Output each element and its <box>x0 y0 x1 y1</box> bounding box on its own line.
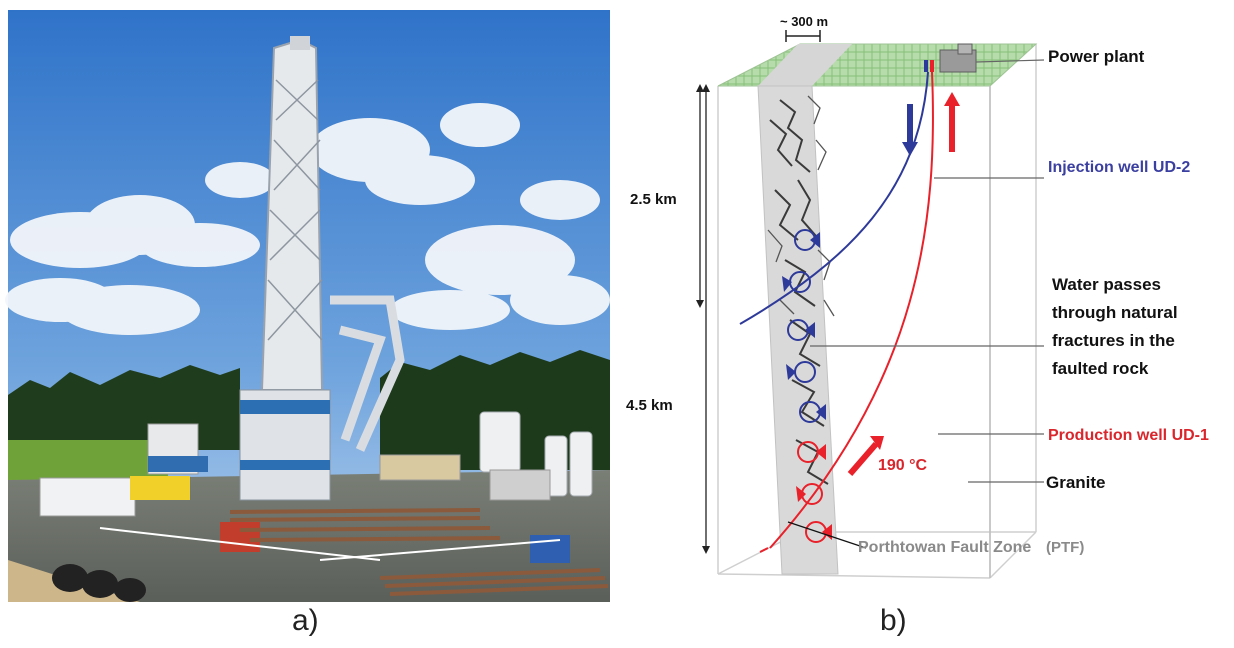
leader-lines <box>787 59 1045 549</box>
ground <box>8 470 610 602</box>
production-arrow <box>944 92 960 152</box>
site-containers <box>39 423 570 563</box>
power-plant-icon <box>924 43 977 73</box>
power-plant-label: Power plant <box>1048 47 1145 66</box>
blue-flow-arrowheads <box>782 232 826 420</box>
clouds <box>5 103 610 335</box>
fault-top <box>758 44 852 86</box>
depth-bar <box>696 84 710 554</box>
drilling-rig-photo <box>5 10 610 602</box>
grass <box>8 440 168 480</box>
production-well <box>769 71 934 549</box>
diagram-panel: ~ 300 m 2.5 km 4.5 km Power plant Inject… <box>620 0 1234 643</box>
water-label-line-3: fractures in the <box>1052 331 1175 350</box>
scale-label: ~ 300 m <box>780 14 828 29</box>
fracture-network <box>769 99 829 485</box>
water-label-line-1: Water passes <box>1052 275 1161 294</box>
depth-2-5-km: 2.5 km <box>630 191 677 208</box>
fault-zone-label: Porthtowan Fault Zone <box>858 539 1031 556</box>
rack-railings <box>99 527 561 561</box>
production-well-label: Production well UD-1 <box>1048 427 1209 444</box>
fault-zone-abbr: (PTF) <box>1046 539 1084 556</box>
geothermal-schematic: ~ 300 m 2.5 km 4.5 km Power plant Inject… <box>626 14 1209 579</box>
panel-a-caption: a) <box>292 604 319 637</box>
granite-label: Granite <box>1046 473 1106 492</box>
pipe-handler <box>330 295 405 452</box>
storage-tanks <box>479 411 593 497</box>
injection-well <box>739 71 929 325</box>
depth-4-5-km: 4.5 km <box>626 397 673 414</box>
photo-panel: a) <box>5 10 610 637</box>
production-well-tip <box>759 547 769 553</box>
temperature-arrow <box>847 436 884 476</box>
scale-bar <box>785 30 821 42</box>
water-label-line-2: through natural <box>1052 303 1178 322</box>
injection-arrow <box>902 104 918 156</box>
panel-b-caption: b) <box>880 604 907 637</box>
derrick-tower <box>239 36 331 501</box>
injection-well-label: Injection well UD-2 <box>1048 159 1190 176</box>
temperature-label: 190 °C <box>878 457 928 474</box>
pipe-racks <box>229 508 609 596</box>
water-label-line-4: faulted rock <box>1052 359 1149 378</box>
drums <box>52 564 146 602</box>
